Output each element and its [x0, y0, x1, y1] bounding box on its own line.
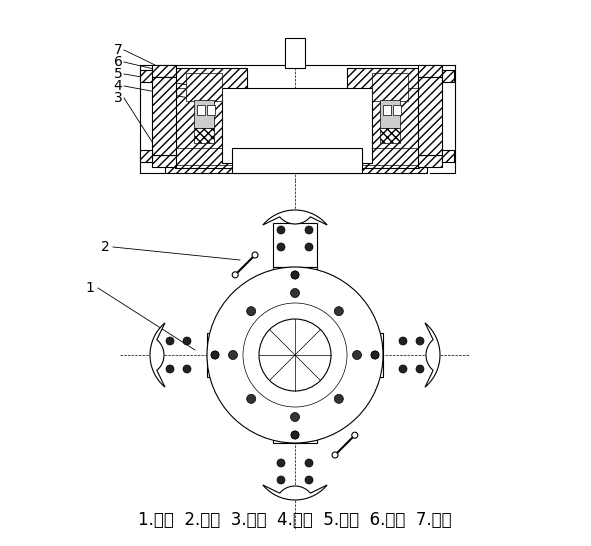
Circle shape — [371, 351, 379, 359]
Bar — [331, 333, 383, 377]
Circle shape — [246, 394, 256, 403]
Bar — [418, 65, 442, 77]
Circle shape — [371, 351, 379, 359]
Circle shape — [232, 272, 238, 278]
Circle shape — [305, 243, 313, 251]
Bar — [372, 73, 408, 101]
Bar — [273, 391, 317, 443]
Circle shape — [166, 337, 174, 345]
Circle shape — [291, 271, 299, 279]
Circle shape — [183, 365, 191, 373]
Bar — [222, 88, 372, 163]
Bar — [152, 155, 176, 167]
Circle shape — [291, 431, 299, 439]
Circle shape — [291, 271, 299, 279]
Bar — [393, 105, 401, 115]
Circle shape — [335, 394, 343, 403]
Circle shape — [291, 431, 299, 439]
Bar — [380, 100, 400, 128]
Circle shape — [305, 476, 313, 484]
Bar — [165, 155, 427, 173]
Bar — [285, 38, 305, 68]
Circle shape — [416, 337, 424, 345]
Text: 5: 5 — [113, 67, 122, 81]
Circle shape — [305, 459, 313, 467]
Circle shape — [416, 365, 424, 373]
Circle shape — [183, 337, 191, 345]
Circle shape — [211, 351, 219, 359]
Polygon shape — [425, 323, 440, 387]
Circle shape — [332, 452, 338, 458]
Bar — [194, 100, 214, 128]
Text: 6: 6 — [113, 55, 122, 69]
Bar — [140, 70, 152, 82]
Text: 7: 7 — [113, 43, 122, 57]
Bar — [383, 105, 391, 115]
Text: 2: 2 — [100, 240, 109, 254]
Bar — [347, 68, 419, 168]
Circle shape — [352, 351, 362, 359]
Polygon shape — [150, 323, 165, 387]
Bar — [273, 267, 317, 319]
Circle shape — [259, 319, 331, 391]
Circle shape — [352, 432, 358, 438]
Circle shape — [246, 307, 256, 316]
Circle shape — [211, 351, 219, 359]
Circle shape — [277, 476, 285, 484]
Circle shape — [229, 351, 238, 359]
Circle shape — [166, 365, 174, 373]
Circle shape — [399, 337, 407, 345]
Bar — [194, 128, 214, 143]
Bar — [197, 105, 205, 115]
Bar — [186, 73, 222, 101]
Bar — [175, 68, 247, 168]
Circle shape — [252, 252, 258, 258]
Bar — [152, 65, 176, 77]
Bar — [442, 150, 454, 162]
Circle shape — [291, 288, 300, 298]
Bar — [207, 105, 215, 115]
Text: 4: 4 — [113, 79, 122, 93]
Bar — [418, 155, 442, 167]
Bar — [207, 333, 259, 377]
Polygon shape — [263, 485, 327, 500]
Bar — [152, 77, 176, 155]
Circle shape — [335, 307, 343, 316]
Text: 1: 1 — [86, 281, 95, 295]
Bar — [232, 148, 362, 173]
Bar — [273, 223, 317, 267]
Circle shape — [243, 303, 347, 407]
Circle shape — [291, 412, 300, 422]
Circle shape — [305, 226, 313, 234]
Circle shape — [207, 267, 383, 443]
Text: 1.托盘  2.手柄  3.底座  4.转环  5.销钉  6.滑块  7.抱爪: 1.托盘 2.手柄 3.底座 4.转环 5.销钉 6.滑块 7.抱爪 — [138, 511, 452, 529]
Circle shape — [277, 459, 285, 467]
Polygon shape — [263, 210, 327, 225]
Circle shape — [399, 365, 407, 373]
Text: 3: 3 — [113, 91, 122, 105]
Bar — [380, 128, 400, 143]
Circle shape — [277, 243, 285, 251]
Bar — [442, 70, 454, 82]
Circle shape — [277, 226, 285, 234]
Bar — [418, 77, 442, 155]
Bar — [140, 150, 152, 162]
